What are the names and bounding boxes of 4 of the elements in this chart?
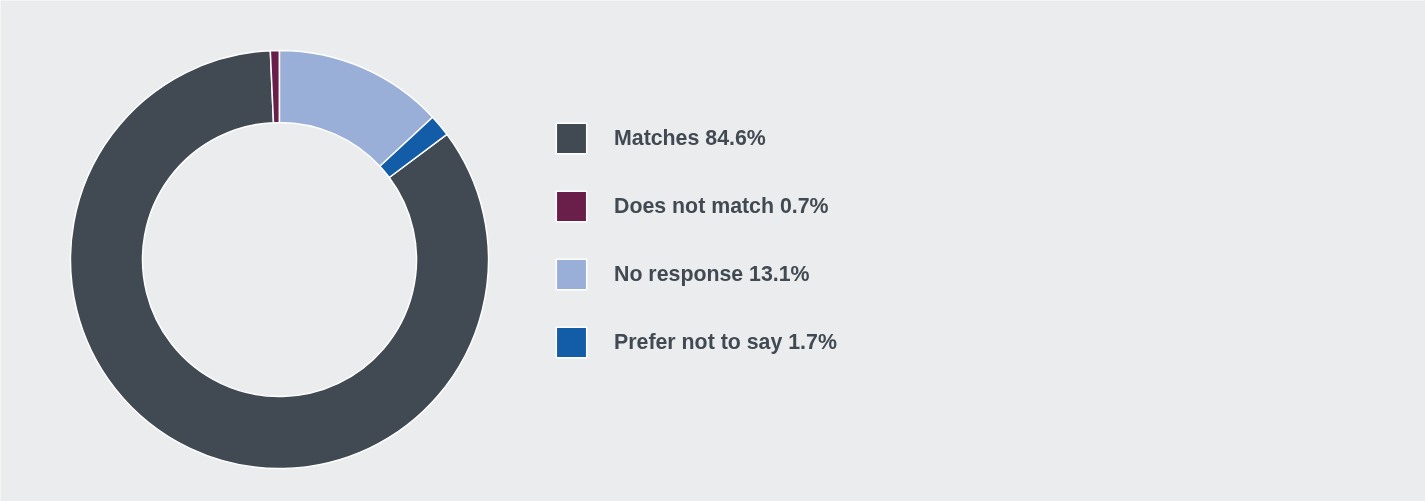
legend-label: Matches 84.6% <box>614 125 766 151</box>
legend-label: No response 13.1% <box>614 261 810 287</box>
legend-label: Does not match 0.7% <box>614 193 829 219</box>
legend-label: Prefer not to say 1.7% <box>614 329 837 355</box>
